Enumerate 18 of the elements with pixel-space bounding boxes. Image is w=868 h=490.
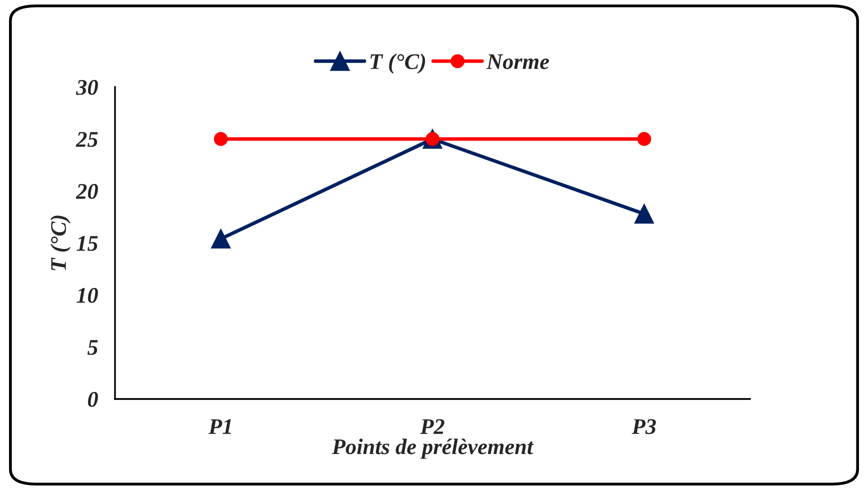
y-tick-label: 30 bbox=[76, 80, 98, 95]
y-axis-title: T (°C) bbox=[50, 216, 71, 270]
point bbox=[637, 132, 652, 146]
y-tick-label: 10 bbox=[76, 288, 98, 303]
legend-label: T (°C) bbox=[370, 54, 426, 74]
y-tick-label: 5 bbox=[87, 340, 98, 355]
point bbox=[214, 132, 228, 146]
x-tick-label: P2 bbox=[420, 419, 444, 434]
x-axis-title: Points de prélèvement bbox=[332, 438, 534, 459]
y-tick-label: 15 bbox=[76, 236, 98, 251]
y-tick-label: 20 bbox=[76, 184, 98, 199]
x-tick-label: P3 bbox=[632, 419, 656, 434]
point bbox=[634, 204, 654, 224]
y-tick-label: 25 bbox=[76, 132, 98, 147]
point bbox=[211, 229, 231, 249]
legend-label: Norme bbox=[486, 54, 549, 70]
y-tick-label: 0 bbox=[88, 392, 98, 407]
x-tick-label: P1 bbox=[208, 419, 231, 434]
